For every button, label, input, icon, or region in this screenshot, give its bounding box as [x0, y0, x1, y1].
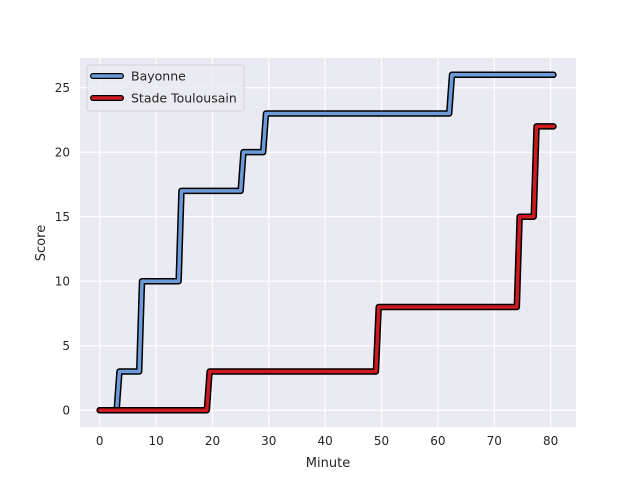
- y-tick-label: 25: [55, 81, 70, 95]
- y-tick-label: 0: [62, 404, 70, 418]
- grid-lines: [80, 58, 576, 427]
- y-axis-label: Score: [34, 225, 49, 261]
- x-tick-label: 70: [487, 434, 502, 448]
- x-axis-label: Minute: [306, 456, 350, 471]
- x-tick-label: 40: [318, 434, 333, 448]
- x-tick-label: 20: [205, 434, 220, 448]
- x-tick-label: 0: [96, 434, 104, 448]
- series-lines: [96, 71, 557, 414]
- x-tick-labels: 0 10 20 30 40 50 60 70 80: [96, 434, 558, 448]
- series-line-bayonne: [97, 73, 556, 412]
- y-tick-label: 10: [55, 275, 70, 289]
- legend: Bayonne Stade Toulousain: [86, 64, 245, 112]
- x-tick-label: 60: [430, 434, 445, 448]
- x-tick-label: 80: [543, 434, 558, 448]
- x-tick-label: 30: [261, 434, 276, 448]
- legend-label-bayonne: Bayonne: [131, 69, 186, 84]
- plot-background: [80, 58, 576, 427]
- x-tick-label: 10: [148, 434, 163, 448]
- legend-label-toulouse: Stade Toulousain: [131, 91, 237, 106]
- y-tick-labels: 0 5 10 15 20 25: [55, 81, 70, 418]
- y-tick-label: 15: [55, 210, 70, 224]
- legend-box: [86, 64, 245, 112]
- series-line-toulouse: [97, 124, 556, 412]
- x-tick-label: 50: [374, 434, 389, 448]
- y-tick-label: 20: [55, 146, 70, 160]
- y-tick-label: 5: [62, 339, 70, 353]
